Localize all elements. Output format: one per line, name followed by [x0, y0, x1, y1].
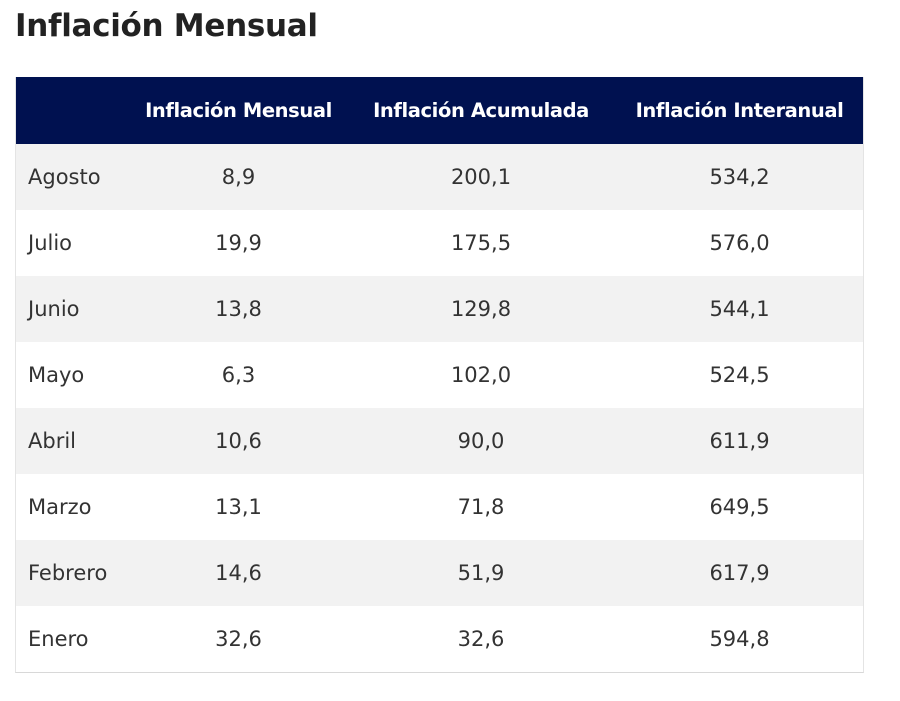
cell-inflacion-interanual: 611,9	[709, 429, 770, 453]
cell-inflacion-interanual: 617,9	[709, 561, 770, 585]
cell-inflacion-acumulada: 51,9	[457, 561, 505, 585]
cell-inflacion-mensual: 13,8	[215, 297, 262, 321]
cell-inflacion-acumulada: 90,0	[457, 429, 505, 453]
cell-inflacion-acumulada: 102,0	[450, 363, 512, 387]
cell-inflacion-mensual: 8,9	[221, 165, 256, 189]
cell-inflacion-mensual: 13,1	[215, 495, 262, 519]
cell-month: Abril	[28, 429, 76, 453]
header-inflacion-mensual: Inflación Mensual	[145, 99, 332, 122]
cell-inflacion-interanual: 576,0	[709, 231, 770, 255]
cell-month: Junio	[28, 297, 80, 321]
table-row: Abril 10,6 90,0 611,9	[16, 408, 863, 474]
page-title: Inflación Mensual	[15, 8, 318, 44]
table-header: Inflación Mensual Inflación Acumulada In…	[16, 77, 863, 144]
table-row: Julio 19,9 175,5 576,0	[16, 210, 863, 276]
header-inflacion-acumulada: Inflación Acumulada	[373, 99, 589, 122]
cell-inflacion-mensual: 19,9	[215, 231, 262, 255]
cell-inflacion-acumulada: 71,8	[457, 495, 505, 519]
cell-inflacion-acumulada: 32,6	[457, 627, 505, 651]
cell-month: Marzo	[28, 495, 92, 519]
table-row: Febrero 14,6 51,9 617,9	[16, 540, 863, 606]
table-row: Agosto 8,9 200,1 534,2	[16, 144, 863, 210]
cell-inflacion-mensual: 6,3	[221, 363, 256, 387]
table-row: Junio 13,8 129,8 544,1	[16, 276, 863, 342]
cell-inflacion-acumulada: 175,5	[450, 231, 512, 255]
cell-inflacion-interanual: 649,5	[709, 495, 770, 519]
cell-inflacion-interanual: 534,2	[709, 165, 770, 189]
table-row: Mayo 6,3 102,0 524,5	[16, 342, 863, 408]
cell-inflacion-interanual: 544,1	[709, 297, 770, 321]
header-inflacion-interanual: Inflación Interanual	[635, 99, 844, 122]
cell-inflacion-mensual: 10,6	[215, 429, 262, 453]
cell-month: Febrero	[28, 561, 108, 585]
cell-month: Mayo	[28, 363, 85, 387]
table-row: Enero 32,6 32,6 594,8	[16, 606, 863, 672]
table-body: Agosto 8,9 200,1 534,2 Julio 19,9 175,5 576,0 Ju…	[16, 144, 863, 672]
cell-inflacion-interanual: 524,5	[709, 363, 770, 387]
header-month	[16, 77, 131, 144]
inflation-table: Inflación Mensual Inflación Acumulada In…	[16, 77, 863, 672]
table-row: Marzo 13,1 71,8 649,5	[16, 474, 863, 540]
cell-inflacion-mensual: 32,6	[215, 627, 262, 651]
inflation-table-container: Inflación Mensual Inflación Acumulada In…	[15, 77, 864, 673]
header-row: Inflación Mensual Inflación Acumulada In…	[16, 77, 863, 144]
cell-inflacion-acumulada: 129,8	[450, 297, 512, 321]
cell-inflacion-acumulada: 200,1	[450, 165, 512, 189]
cell-month: Agosto	[28, 165, 101, 189]
cell-inflacion-interanual: 594,8	[709, 627, 770, 651]
cell-inflacion-mensual: 14,6	[215, 561, 262, 585]
cell-month: Julio	[28, 231, 73, 255]
cell-month: Enero	[28, 627, 89, 651]
